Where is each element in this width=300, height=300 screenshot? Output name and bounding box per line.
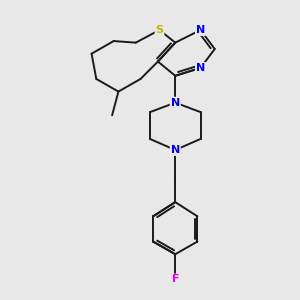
Text: N: N bbox=[171, 145, 180, 155]
Text: F: F bbox=[172, 274, 179, 284]
Text: N: N bbox=[171, 98, 180, 108]
Text: N: N bbox=[196, 25, 205, 35]
Text: S: S bbox=[155, 25, 164, 35]
Text: N: N bbox=[196, 63, 205, 73]
